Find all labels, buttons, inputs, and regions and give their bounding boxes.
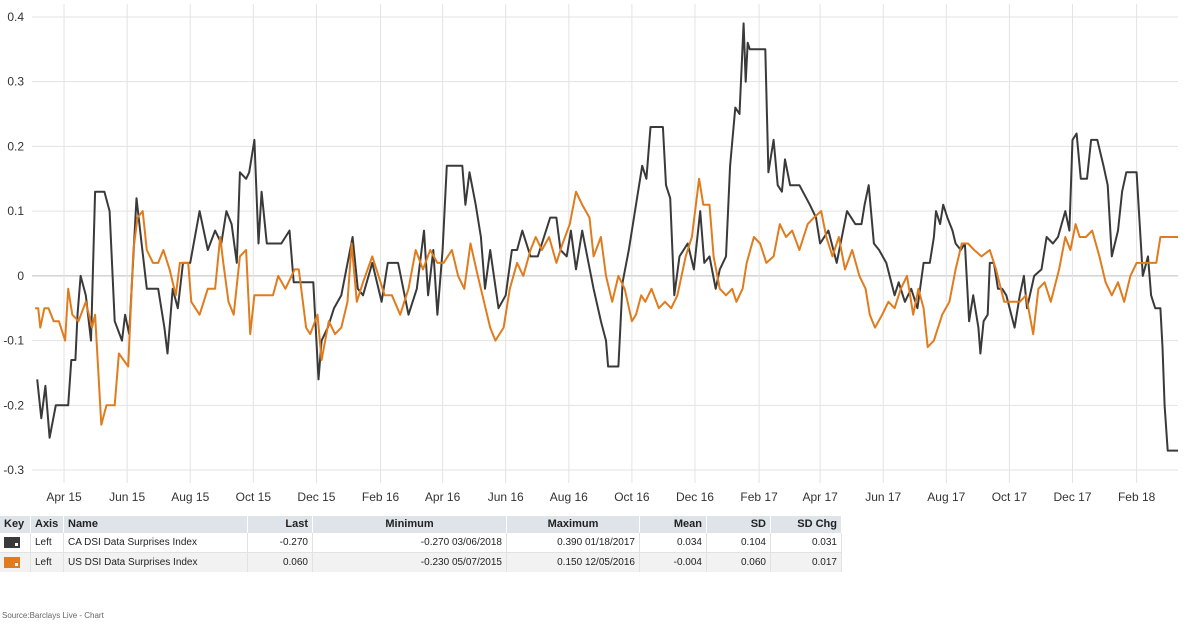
legend-key-us bbox=[0, 552, 31, 572]
legend-axis: Left bbox=[30, 532, 64, 553]
legend-mean: -0.004 bbox=[639, 552, 707, 572]
legend-row-us[interactable]: Left US DSI Data Surprises Index 0.060 -… bbox=[0, 552, 842, 572]
series-line-us-dsi bbox=[35, 177, 1178, 426]
legend-row-ca[interactable]: Left CA DSI Data Surprises Index -0.270 … bbox=[0, 532, 842, 553]
x-tick-label: Dec 17 bbox=[1053, 490, 1091, 504]
legend-sd: 0.060 bbox=[706, 552, 771, 572]
legend-minimum: -0.230 05/07/2015 bbox=[312, 552, 507, 572]
legend-axis: Left bbox=[30, 552, 64, 572]
col-name: Name bbox=[63, 516, 248, 533]
x-tick-label: Oct 15 bbox=[236, 490, 272, 504]
x-tick-label: Apr 16 bbox=[425, 490, 461, 504]
source-note: Source:Barclays Live - Chart bbox=[2, 611, 104, 620]
x-tick-label: Jun 16 bbox=[488, 490, 524, 504]
y-tick-label: 0.4 bbox=[7, 10, 24, 24]
x-tick-label: Feb 17 bbox=[740, 490, 778, 504]
series-line-ca-dsi bbox=[36, 22, 1178, 452]
y-tick-label: -0.2 bbox=[3, 398, 24, 412]
col-maximum: Maximum bbox=[506, 516, 640, 533]
x-tick-label: Oct 16 bbox=[614, 490, 650, 504]
x-tick-label: Feb 16 bbox=[362, 490, 400, 504]
y-tick-label: 0.3 bbox=[7, 75, 24, 89]
legend-series-name: US DSI Data Surprises Index bbox=[63, 552, 248, 572]
legend-min-value: -0.270 bbox=[420, 537, 450, 548]
x-tick-label: Dec 16 bbox=[676, 490, 714, 504]
legend-max-date: 12/05/2016 bbox=[584, 557, 635, 568]
legend-series-name: CA DSI Data Surprises Index bbox=[63, 532, 248, 553]
col-axis: Axis bbox=[30, 516, 64, 533]
col-mean: Mean bbox=[639, 516, 707, 533]
legend-maximum: 0.390 01/18/2017 bbox=[506, 532, 640, 553]
x-tick-label: Aug 17 bbox=[927, 490, 965, 504]
col-sd: SD bbox=[706, 516, 771, 533]
x-tick-label: Apr 15 bbox=[46, 490, 82, 504]
legend-minimum: -0.270 03/06/2018 bbox=[312, 532, 507, 553]
legend-min-date: 05/07/2015 bbox=[451, 557, 502, 568]
legend-max-value: 0.150 bbox=[557, 557, 583, 568]
legend-last: 0.060 bbox=[247, 552, 313, 572]
x-tick-label: Jun 17 bbox=[865, 490, 901, 504]
legend-table: Key Axis Name Last Minimum Maximum Mean … bbox=[0, 516, 842, 572]
y-tick-label: -0.1 bbox=[3, 334, 24, 348]
legend-header-row: Key Axis Name Last Minimum Maximum Mean … bbox=[0, 516, 842, 533]
chart-gridlines bbox=[32, 4, 1178, 483]
x-tick-label: Aug 16 bbox=[550, 490, 588, 504]
legend-min-value: -0.230 bbox=[420, 557, 450, 568]
legend-max-value: 0.390 bbox=[557, 537, 583, 548]
y-axis: 0.4 0.3 0.2 0.1 0 -0.1 -0.2 -0.3 bbox=[3, 10, 24, 477]
y-tick-label: 0.1 bbox=[7, 204, 24, 218]
col-minimum: Minimum bbox=[312, 516, 507, 533]
x-axis: Apr 15 Jun 15 Aug 15 Oct 15 Dec 15 Feb 16 Apr … bbox=[46, 490, 1155, 504]
series-color-swatch bbox=[4, 536, 20, 548]
col-last: Last bbox=[247, 516, 313, 533]
x-tick-label: Aug 15 bbox=[171, 490, 209, 504]
series-color-swatch bbox=[4, 556, 20, 568]
legend-sd-chg: 0.017 bbox=[770, 552, 842, 572]
legend-sd: 0.104 bbox=[706, 532, 771, 553]
chart-series bbox=[35, 22, 1178, 452]
col-key: Key bbox=[0, 516, 31, 533]
y-tick-label: 0 bbox=[17, 269, 24, 283]
x-tick-label: Apr 17 bbox=[802, 490, 838, 504]
legend-min-date: 03/06/2018 bbox=[451, 537, 502, 548]
x-tick-label: Oct 17 bbox=[992, 490, 1028, 504]
legend-key-ca bbox=[0, 532, 31, 553]
legend-max-date: 01/18/2017 bbox=[584, 537, 635, 548]
line-chart: 0.4 0.3 0.2 0.1 0 -0.1 -0.2 -0.3 Apr 15 Jun 15 Au… bbox=[3, 4, 1178, 504]
legend-mean: 0.034 bbox=[639, 532, 707, 553]
col-sd-chg: SD Chg bbox=[770, 516, 842, 533]
x-tick-label: Feb 18 bbox=[1118, 490, 1156, 504]
x-tick-label: Jun 15 bbox=[109, 490, 145, 504]
x-tick-label: Dec 15 bbox=[297, 490, 335, 504]
y-tick-label: -0.3 bbox=[3, 463, 24, 477]
y-tick-label: 0.2 bbox=[7, 139, 24, 153]
legend-maximum: 0.150 12/05/2016 bbox=[506, 552, 640, 572]
legend-sd-chg: 0.031 bbox=[770, 532, 842, 553]
legend-last: -0.270 bbox=[247, 532, 313, 553]
